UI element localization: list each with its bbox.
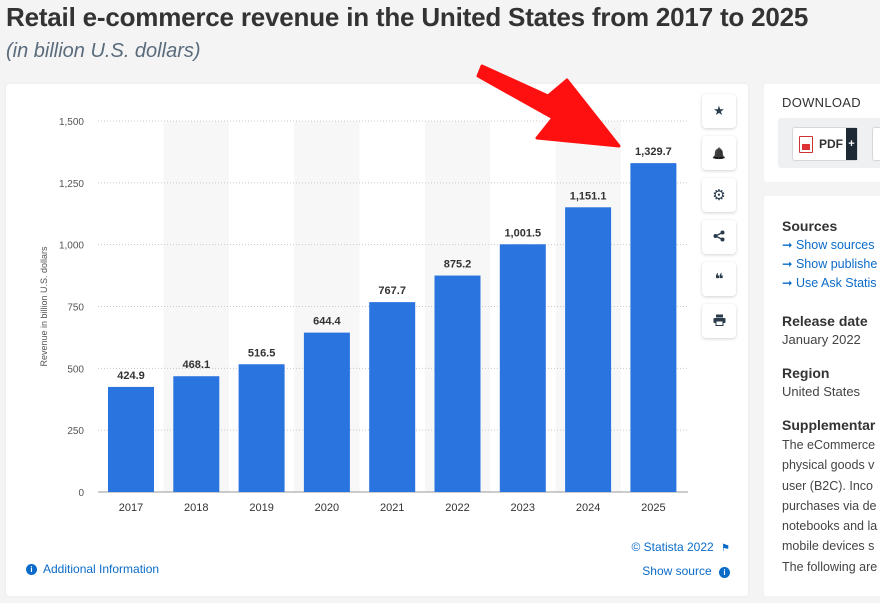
region-heading: Region: [782, 365, 830, 381]
share-button[interactable]: [702, 220, 736, 254]
statista-copyright[interactable]: © Statista 2022 ⚑: [631, 540, 730, 554]
bar-2017: [108, 386, 154, 492]
supplementary-line: purchases via de: [782, 498, 877, 513]
bar-2022: [434, 275, 481, 492]
x-tick-label: 2023: [511, 502, 535, 514]
ask-statista-link[interactable]: ➞ Use Ask Statis: [782, 275, 877, 290]
statistic-info-panel: Sources ➞ Show sources ➞ Show publishe ➞…: [764, 196, 880, 596]
release-date-value: January 2022: [782, 332, 861, 347]
pdf-label: PDF: [819, 137, 843, 151]
bar-2024: [565, 207, 612, 492]
gear-icon: ⚙: [712, 187, 726, 204]
red-arrow-annotation: [476, 64, 621, 148]
download-panel: DOWNLOAD PDF +: [764, 84, 880, 182]
info-icon: i: [719, 567, 730, 578]
x-tick-label: 2021: [380, 502, 404, 514]
y-tick-label: 0: [78, 488, 84, 499]
y-tick-label: 1,250: [59, 179, 84, 190]
data-label: 516.5: [248, 347, 276, 359]
star-icon: ★: [713, 103, 725, 118]
additional-information-link[interactable]: i Additional Information: [26, 562, 159, 576]
x-tick-label: 2022: [445, 502, 469, 514]
data-label: 468.1: [183, 359, 211, 371]
show-source-link[interactable]: Show source i: [642, 564, 730, 578]
settings-button[interactable]: ⚙: [702, 178, 736, 212]
share-icon: [713, 230, 725, 245]
supplementary-line: mobile devices s: [782, 539, 875, 554]
download-option-button[interactable]: [872, 127, 880, 161]
supplementary-line: notebooks and la: [782, 519, 878, 534]
supplementary-line: physical goods v: [782, 458, 875, 473]
region-value: United States: [782, 384, 861, 399]
download-options: PDF +: [778, 118, 880, 168]
data-label: 767.7: [378, 285, 406, 297]
y-tick-label: 500: [67, 364, 84, 375]
supplementary-section: Supplementar The eCommerce physical good…: [782, 417, 877, 577]
supplementary-heading: Supplementar: [782, 417, 876, 433]
data-label: 1,151.1: [570, 190, 607, 202]
print-button[interactable]: [702, 304, 736, 338]
bar-2021: [369, 302, 416, 492]
region-section: Region United States: [782, 365, 860, 399]
supplementary-line: The following are: [782, 559, 878, 574]
chart-toolbar: ★ 🔔 ⚙ ❝: [702, 94, 736, 338]
data-label: 644.4: [313, 316, 341, 328]
x-tick-label: 2018: [184, 502, 208, 514]
info-icon: i: [26, 563, 37, 575]
bar-2025: [630, 163, 677, 493]
x-tick-label: 2020: [315, 502, 339, 514]
release-date-section: Release date January 2022: [782, 313, 868, 347]
plus-icon: +: [846, 128, 857, 160]
link-text: Use Ask Statis: [795, 276, 877, 290]
x-tick-label: 2019: [249, 502, 273, 514]
sources-heading: Sources: [782, 218, 838, 234]
bar-2019: [238, 364, 285, 492]
release-date-heading: Release date: [782, 313, 868, 329]
show-publisher-link[interactable]: ➞ Show publishe: [782, 256, 877, 271]
copyright-text: © Statista 2022: [631, 540, 714, 554]
bar-2020: [303, 332, 350, 492]
y-tick-label: 750: [67, 303, 84, 314]
x-tick-label: 2024: [576, 502, 600, 514]
data-label: 1,329.7: [635, 146, 672, 158]
data-label: 875.2: [444, 259, 472, 271]
favorite-button[interactable]: ★: [702, 94, 736, 128]
supplementary-line: The eCommerce: [782, 438, 876, 452]
supplementary-line: user (B2C). Inco: [782, 478, 874, 493]
arrow-right-icon: ➞: [782, 257, 793, 271]
y-axis-label: Revenue in billion U.S. dollars: [39, 246, 49, 367]
link-text: Show publishe: [795, 257, 878, 271]
additional-information-text: Additional Information: [43, 562, 160, 576]
link-text: Show sources: [795, 238, 875, 252]
flag-icon: ⚑: [721, 543, 730, 554]
data-label: 424.9: [117, 370, 145, 382]
pdf-file-icon: [799, 135, 813, 153]
y-tick-label: 1,500: [59, 117, 84, 128]
show-source-text: Show source: [642, 564, 712, 578]
bar-2023: [499, 244, 546, 492]
y-tick-label: 250: [67, 426, 84, 437]
bar-2018: [173, 376, 220, 492]
notification-button[interactable]: 🔔: [702, 136, 736, 170]
page-subtitle: (in billion U.S. dollars): [6, 40, 201, 62]
sources-section: Sources ➞ Show sources ➞ Show publishe ➞…: [782, 218, 877, 290]
y-tick-label: 1,000: [59, 241, 84, 252]
data-label: 1,001.5: [504, 227, 541, 239]
page-title: Retail e-commerce revenue in the United …: [6, 2, 809, 32]
arrow-right-icon: ➞: [782, 238, 793, 252]
download-pdf-button[interactable]: PDF +: [792, 127, 858, 161]
printer-icon: [713, 314, 726, 329]
x-tick-label: 2017: [119, 502, 143, 514]
cite-button[interactable]: ❝: [702, 262, 736, 296]
quote-icon: ❝: [714, 271, 724, 288]
x-tick-label: 2025: [641, 502, 665, 514]
show-sources-link[interactable]: ➞ Show sources: [782, 237, 877, 252]
bar-chart: 0 250 500 750 1,000 1,250 1,500 Revenue in bill…: [39, 64, 688, 514]
download-heading: DOWNLOAD: [782, 95, 861, 110]
arrow-right-icon: ➞: [782, 276, 793, 290]
bell-icon: 🔔: [712, 147, 726, 160]
